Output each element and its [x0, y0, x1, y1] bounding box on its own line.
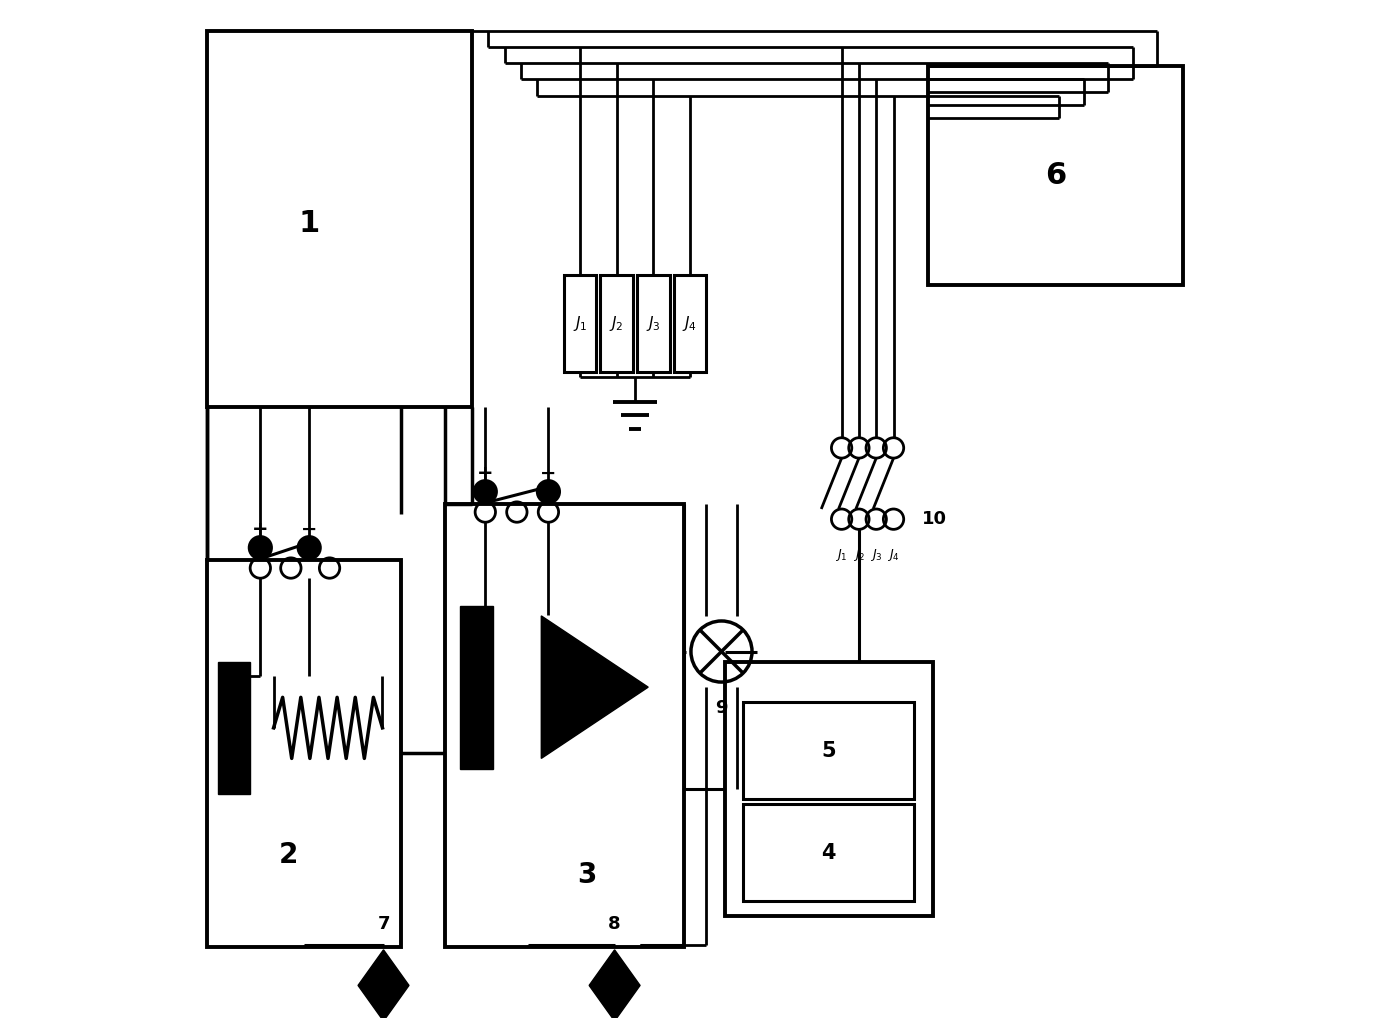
Text: 4: 4 — [822, 843, 836, 862]
Circle shape — [537, 480, 559, 503]
Bar — [444, 504, 684, 947]
Text: 2: 2 — [279, 841, 298, 869]
Bar — [218, 662, 250, 794]
Bar — [564, 275, 597, 372]
Text: 5: 5 — [822, 741, 836, 760]
Text: 1: 1 — [298, 210, 319, 238]
Text: $J_2$: $J_2$ — [852, 547, 865, 563]
Text: $J_3$: $J_3$ — [645, 314, 661, 333]
Bar — [743, 804, 913, 901]
Circle shape — [248, 536, 272, 559]
Text: $J_2$: $J_2$ — [609, 314, 625, 333]
Bar — [601, 275, 633, 372]
Text: $J_4$: $J_4$ — [683, 314, 698, 333]
Text: 6: 6 — [1045, 161, 1066, 190]
Polygon shape — [358, 950, 409, 985]
Text: $J_3$: $J_3$ — [870, 547, 883, 563]
Bar — [929, 66, 1183, 285]
Bar — [673, 275, 706, 372]
Circle shape — [475, 480, 497, 503]
Text: 10: 10 — [922, 510, 947, 528]
Text: $J_1$: $J_1$ — [836, 547, 848, 563]
Polygon shape — [541, 616, 648, 758]
Text: $J_4$: $J_4$ — [887, 547, 899, 563]
Text: 8: 8 — [608, 915, 620, 934]
Bar — [725, 662, 933, 916]
Bar — [637, 275, 669, 372]
Text: 9: 9 — [715, 698, 727, 717]
Polygon shape — [589, 950, 640, 985]
Circle shape — [298, 536, 321, 559]
Bar — [459, 606, 494, 769]
Bar — [207, 31, 472, 407]
Bar — [207, 560, 401, 947]
Text: $J_1$: $J_1$ — [573, 314, 587, 333]
Bar — [743, 702, 913, 799]
Text: −: − — [540, 464, 557, 483]
Text: 7: 7 — [378, 915, 390, 934]
Text: +: + — [477, 464, 494, 483]
Polygon shape — [589, 985, 640, 1018]
Text: +: + — [253, 520, 269, 539]
Polygon shape — [358, 985, 409, 1018]
Text: 3: 3 — [577, 861, 597, 890]
Text: −: − — [301, 520, 318, 539]
